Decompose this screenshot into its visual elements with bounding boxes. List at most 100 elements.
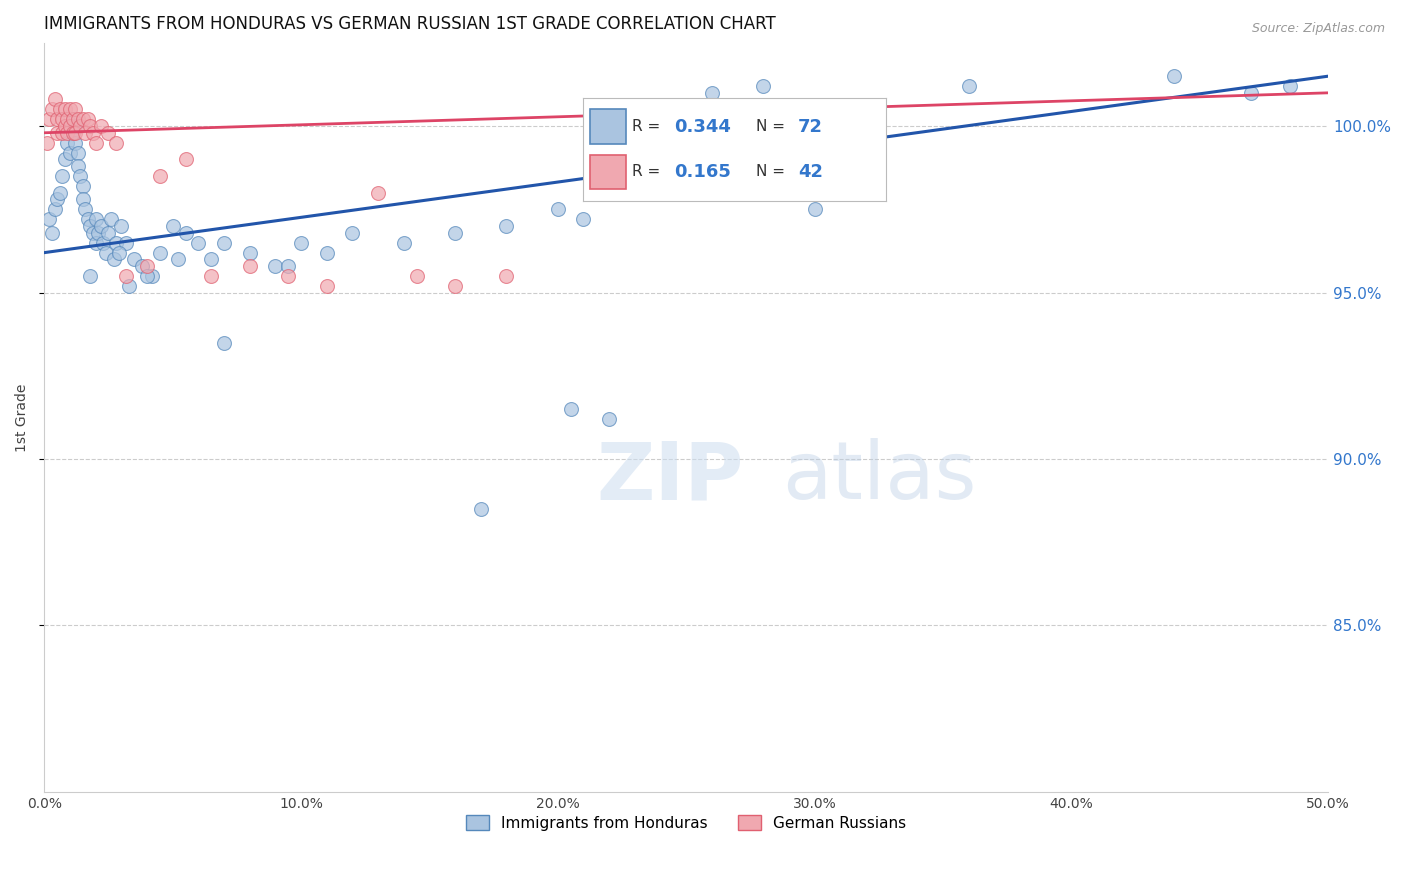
Point — [46, 126, 69, 140]
Text: atlas: atlas — [783, 438, 977, 516]
Point — [48, 186, 70, 200]
Point — [162, 219, 184, 233]
Point — [63, 119, 86, 133]
Point — [572, 212, 595, 227]
Point — [38, 212, 60, 227]
Text: R =: R = — [631, 164, 665, 179]
Point — [72, 112, 94, 127]
Text: ZIP: ZIP — [596, 438, 744, 516]
Point — [1240, 86, 1263, 100]
FancyBboxPatch shape — [589, 154, 626, 189]
Point — [53, 103, 76, 117]
Point — [277, 268, 299, 283]
Point — [72, 179, 94, 194]
Legend: Immigrants from Honduras, German Russians: Immigrants from Honduras, German Russian… — [460, 808, 912, 837]
Point — [91, 235, 114, 250]
Point — [315, 279, 337, 293]
Text: N =: N = — [756, 120, 790, 135]
Point — [239, 259, 262, 273]
Point — [53, 153, 76, 167]
Point — [100, 212, 122, 227]
Point — [77, 212, 100, 227]
Point — [675, 186, 697, 200]
Point — [59, 119, 82, 133]
Point — [367, 186, 389, 200]
Point — [166, 252, 188, 267]
Point — [174, 226, 197, 240]
Point — [547, 202, 569, 217]
Text: IMMIGRANTS FROM HONDURAS VS GERMAN RUSSIAN 1ST GRADE CORRELATION CHART: IMMIGRANTS FROM HONDURAS VS GERMAN RUSSI… — [44, 15, 776, 33]
Point — [141, 268, 163, 283]
Point — [51, 126, 73, 140]
Point — [53, 119, 76, 133]
Point — [115, 235, 138, 250]
Point — [62, 112, 84, 127]
Point — [48, 103, 70, 117]
Point — [69, 119, 91, 133]
Text: 0.165: 0.165 — [675, 163, 731, 181]
Point — [77, 112, 100, 127]
Point — [90, 119, 112, 133]
Point — [122, 252, 145, 267]
Point — [200, 268, 222, 283]
Point — [62, 126, 84, 140]
Point — [35, 136, 58, 150]
Point — [97, 126, 120, 140]
Point — [803, 202, 825, 217]
Point — [51, 112, 73, 127]
Point — [79, 119, 101, 133]
Point — [56, 136, 79, 150]
Point — [62, 126, 84, 140]
Point — [212, 335, 235, 350]
Point — [82, 226, 104, 240]
Point — [136, 268, 159, 283]
Text: 72: 72 — [799, 118, 823, 136]
Point — [38, 112, 60, 127]
Point — [90, 219, 112, 233]
Point — [66, 145, 89, 160]
Point — [84, 212, 107, 227]
Point — [72, 192, 94, 206]
Point — [105, 136, 128, 150]
Point — [315, 245, 337, 260]
Point — [342, 226, 364, 240]
Point — [46, 192, 69, 206]
Point — [46, 112, 69, 127]
Point — [103, 252, 125, 267]
Point — [495, 268, 517, 283]
Point — [84, 235, 107, 250]
Point — [79, 268, 101, 283]
Point — [59, 103, 82, 117]
Point — [149, 245, 172, 260]
Point — [149, 169, 172, 183]
Point — [1278, 79, 1301, 94]
Point — [59, 119, 82, 133]
Point — [174, 153, 197, 167]
Point — [495, 219, 517, 233]
Point — [105, 235, 128, 250]
Point — [444, 226, 467, 240]
Text: 42: 42 — [799, 163, 823, 181]
Text: N =: N = — [756, 164, 790, 179]
FancyBboxPatch shape — [589, 110, 626, 145]
Point — [59, 145, 82, 160]
Point — [44, 202, 66, 217]
Point — [700, 86, 723, 100]
Point — [136, 259, 159, 273]
Point — [62, 112, 84, 127]
Point — [56, 112, 79, 127]
Point — [82, 126, 104, 140]
Point — [392, 235, 415, 250]
Point — [56, 126, 79, 140]
Point — [75, 126, 97, 140]
Point — [239, 245, 262, 260]
Point — [79, 219, 101, 233]
Point — [752, 79, 775, 94]
Point — [115, 268, 138, 283]
Text: Source: ZipAtlas.com: Source: ZipAtlas.com — [1251, 22, 1385, 36]
Point — [264, 259, 287, 273]
Point — [560, 402, 582, 417]
Point — [118, 279, 141, 293]
Point — [66, 159, 89, 173]
Point — [87, 226, 110, 240]
